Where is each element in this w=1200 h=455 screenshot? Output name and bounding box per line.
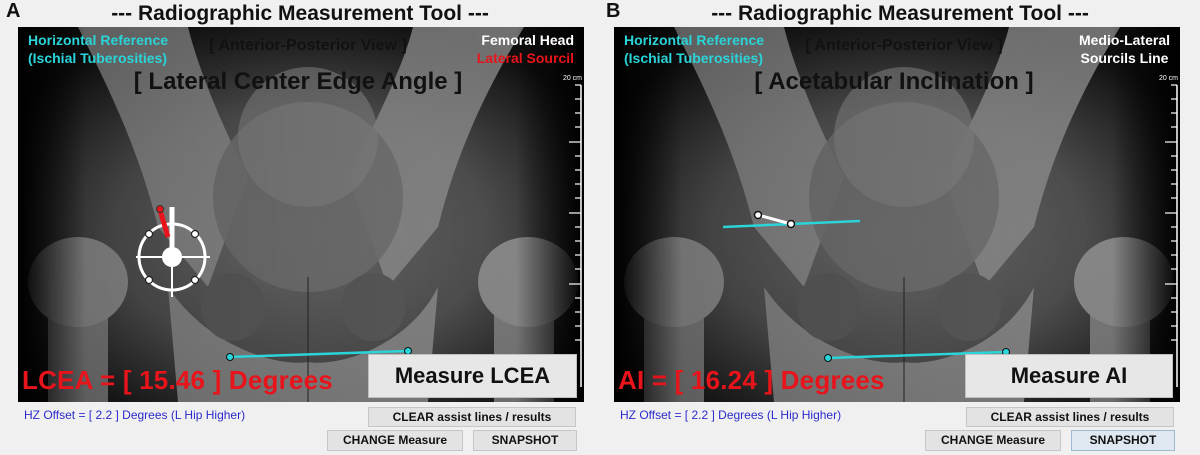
snapshot-button[interactable]: SNAPSHOT: [1071, 430, 1175, 451]
landmark-legend-line1: Femoral Head: [481, 32, 574, 48]
measurement-result: LCEA = [ 15.46 ] Degrees: [22, 365, 333, 395]
measurement-result: AI = [ 16.24 ] Degrees: [618, 365, 885, 395]
panel-b-ai: B --- Radiographic Measurement Tool ---: [600, 0, 1200, 455]
horizontal-reference-label: Horizontal Reference (Ischial Tuberositi…: [28, 31, 168, 67]
hz-offset-text: HZ Offset = [ 2.2 ] Degrees (L Hip Highe…: [620, 408, 842, 422]
hz-ref-line2: (Ischial Tuberosities): [28, 50, 167, 66]
horizontal-reference-label: Horizontal Reference (Ischial Tuberositi…: [624, 31, 764, 67]
pelvis-radiograph-image: [614, 27, 1180, 402]
change-measure-button[interactable]: CHANGE Measure: [327, 430, 463, 451]
measure-lcea-button[interactable]: Measure LCEA: [368, 354, 577, 398]
panel-a-lcea: A --- Radiographic Measurement Tool ---: [0, 0, 600, 455]
scale-ruler: 20 cm: [1159, 75, 1178, 387]
landmark-legend: Medio-Lateral Sourcils Line: [1079, 31, 1170, 67]
change-measure-button[interactable]: CHANGE Measure: [925, 430, 1061, 451]
app-title: --- Radiographic Measurement Tool ---: [711, 2, 1089, 25]
landmark-legend-line2: Lateral Sourcil: [476, 50, 574, 66]
center-edge-crosshair-tool[interactable]: [136, 205, 210, 298]
clear-assist-lines-button[interactable]: CLEAR assist lines / results: [368, 407, 576, 427]
panel-letter: A: [6, 0, 21, 22]
view-label: [ Anterior-Posterior View ]: [805, 37, 1003, 54]
snapshot-button[interactable]: SNAPSHOT: [473, 430, 577, 451]
measurement-type-label: [ Acetabular Inclination ]: [754, 68, 1034, 95]
panel-letter: B: [606, 0, 621, 22]
scale-ruler: 20 cm: [563, 75, 582, 387]
svg-text:20 cm: 20 cm: [563, 75, 582, 82]
pelvis-radiograph-image: [18, 27, 584, 402]
landmark-legend-line2: Sourcils Line: [1080, 50, 1169, 66]
view-label: [ Anterior-Posterior View ]: [209, 37, 407, 54]
landmark-legend-line1: Medio-Lateral: [1078, 32, 1170, 48]
hz-ref-line2: (Ischial Tuberosities): [624, 50, 763, 66]
horizontal-reference-line[interactable]: [226, 347, 412, 361]
horizontal-reference-line[interactable]: [824, 348, 1010, 362]
hz-ref-line1: Horizontal Reference: [624, 32, 765, 48]
radiograph-viewer[interactable]: 20 cm Horizontal Reference (Ischial Tube…: [18, 27, 584, 402]
measure-ai-button[interactable]: Measure AI: [965, 354, 1173, 398]
clear-assist-lines-button[interactable]: CLEAR assist lines / results: [966, 407, 1174, 427]
measurement-type-label: [ Lateral Center Edge Angle ]: [133, 68, 463, 95]
acetabular-inclination-lines[interactable]: [722, 210, 861, 229]
hz-ref-line1: Horizontal Reference: [28, 32, 169, 48]
landmark-legend: Femoral Head Lateral Sourcil: [477, 31, 574, 67]
radiograph-viewer[interactable]: 20 cm Horizontal Reference (Ischial Tube…: [614, 27, 1180, 402]
hz-offset-text: HZ Offset = [ 2.2 ] Degrees (L Hip Highe…: [24, 408, 246, 422]
svg-text:20 cm: 20 cm: [1159, 75, 1178, 82]
app-title: --- Radiographic Measurement Tool ---: [111, 2, 489, 25]
